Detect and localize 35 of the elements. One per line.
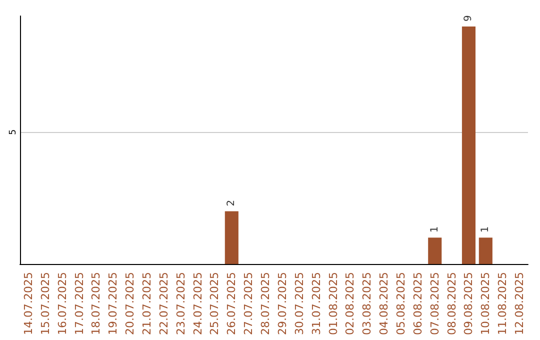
x-tick-label: 06.08.2025 bbox=[411, 272, 424, 336]
x-tick-label: 22.07.2025 bbox=[157, 272, 170, 336]
data-label: 2 bbox=[226, 200, 238, 206]
x-tick-label: 08.08.2025 bbox=[445, 272, 458, 336]
x-tick-label: 24.07.2025 bbox=[191, 272, 204, 336]
x-tick-label: 26.07.2025 bbox=[225, 272, 238, 336]
x-tick-label: 07.08.2025 bbox=[428, 272, 442, 336]
x-tick-label: 05.08.2025 bbox=[394, 272, 408, 336]
x-tick-label: 28.07.2025 bbox=[259, 272, 272, 336]
x-tick-label: 30.07.2025 bbox=[292, 272, 306, 336]
x-tick-label: 18.07.2025 bbox=[90, 272, 103, 336]
data-label: 1 bbox=[480, 226, 492, 233]
x-tick-label: 21.07.2025 bbox=[140, 272, 154, 336]
x-tick-label: 12.08.2025 bbox=[513, 272, 526, 336]
x-tick-label: 25.07.2025 bbox=[208, 272, 222, 336]
x-tick-label: 16.07.2025 bbox=[56, 272, 69, 336]
x-tick-label: 23.07.2025 bbox=[174, 272, 188, 336]
data-label: 9 bbox=[463, 15, 474, 22]
x-tick-label: 27.07.2025 bbox=[242, 272, 256, 336]
x-tick-label: 04.08.2025 bbox=[378, 272, 391, 336]
x-tick-label: 15.07.2025 bbox=[38, 272, 52, 336]
x-tick-label: 10.08.2025 bbox=[479, 272, 492, 336]
x-tick-label: 09.08.2025 bbox=[462, 272, 476, 336]
data-label: 1 bbox=[429, 226, 440, 233]
x-tick-label: 17.07.2025 bbox=[72, 272, 86, 336]
x-tick-label: 20.07.2025 bbox=[124, 272, 137, 336]
x-tick-label: 31.07.2025 bbox=[310, 272, 323, 336]
x-tick-label: 02.08.2025 bbox=[344, 272, 357, 336]
x-tick-label: 19.07.2025 bbox=[106, 272, 120, 336]
x-tick-label: 14.07.2025 bbox=[22, 272, 35, 336]
y-tick-label: 5 bbox=[8, 129, 18, 135]
x-tick-label: 03.08.2025 bbox=[360, 272, 374, 336]
x-tick-label: 11.08.2025 bbox=[496, 272, 510, 336]
x-tick-label: 29.07.2025 bbox=[276, 272, 289, 336]
x-tick-label: 01.08.2025 bbox=[326, 272, 340, 336]
